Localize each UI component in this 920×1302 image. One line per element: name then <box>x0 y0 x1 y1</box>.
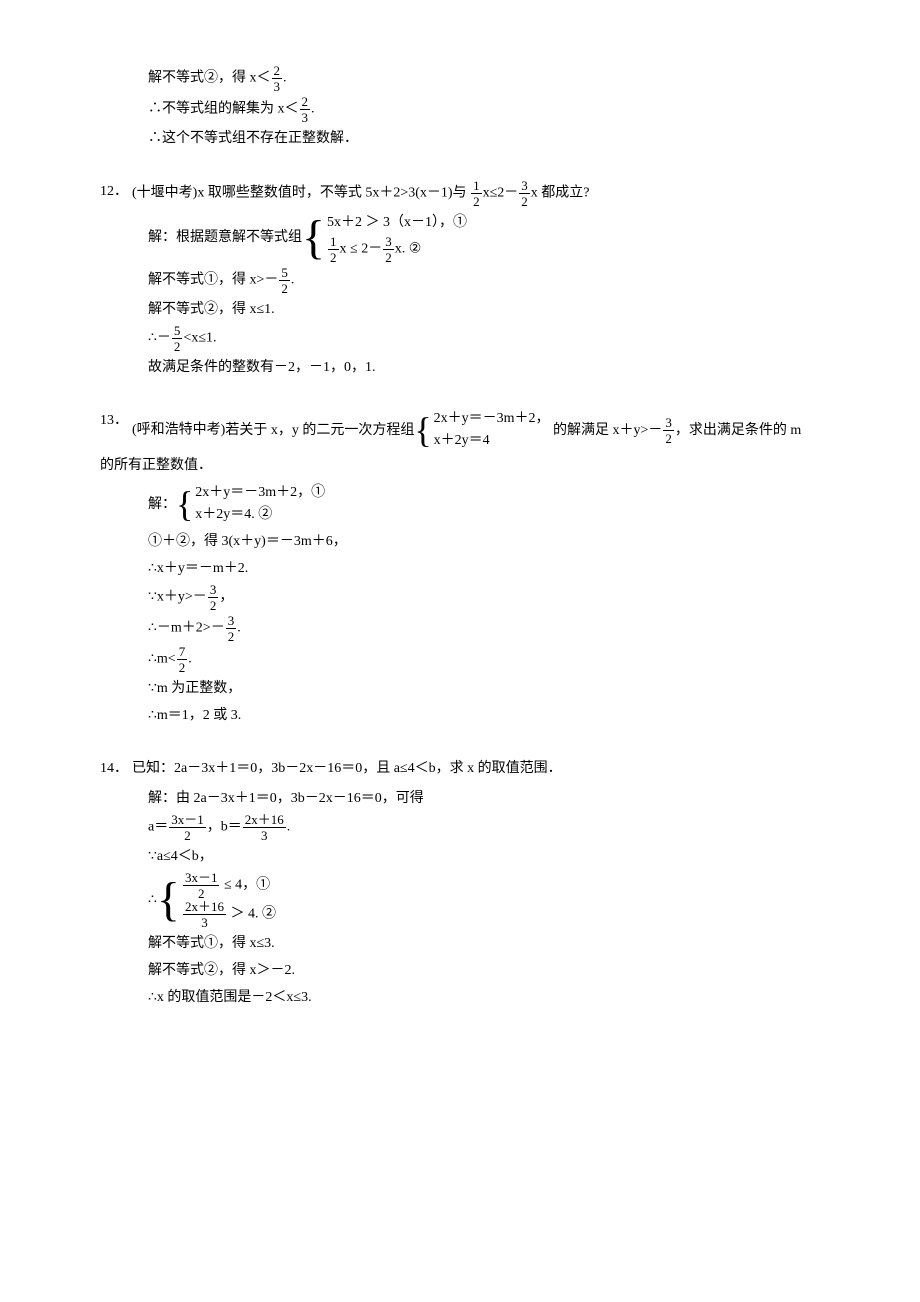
fraction: 2x＋163 <box>183 900 226 929</box>
solution-open: 解：根据题意解不等式组{ 5x＋2 ＞ 3（x－1），① 12x ≤ 2－32x… <box>148 212 820 263</box>
fraction: 2x＋163 <box>243 813 286 842</box>
solution-step: ∵m 为正整数， <box>148 676 820 701</box>
solution-step: ∵a≤4＜b， <box>148 844 820 869</box>
solution-step: ∴－m＋2>－32. <box>148 614 820 643</box>
fraction: 12 <box>328 235 339 264</box>
text: ∴不等式组的解集为 x＜ <box>148 102 299 117</box>
problem-number: 13． <box>100 408 132 433</box>
fraction: 32 <box>383 235 394 264</box>
fraction: 3x－12 <box>183 871 220 900</box>
source-tag: (十堰中考) <box>132 186 197 201</box>
fraction: 32 <box>208 583 219 612</box>
question-line2: 的所有正整数值． <box>100 453 820 478</box>
fraction: 23 <box>300 95 311 124</box>
source-tag: (呼和浩特中考) <box>132 423 225 438</box>
fraction: 32 <box>519 179 530 208</box>
intro-line1: 解不等式②，得 x＜23. <box>148 64 820 93</box>
fraction: 72 <box>177 645 188 674</box>
solution-step: ∴m＝1，2 或 3. <box>148 703 820 728</box>
fraction: 52 <box>279 266 290 295</box>
intro-line3: ∴这个不等式组不存在正整数解． <box>148 126 820 151</box>
solution-open: 解：{ 2x＋y＝－3m＋2，① x＋2y＝4. ② <box>148 482 820 527</box>
problem-14: 14． 已知：2a－3x＋1＝0，3b－2x－16＝0，且 a≤4＜b，求 x … <box>100 756 820 1010</box>
solution-step: ∴{ 3x－12 ≤ 4，① 2x＋163 ＞ 4. ② <box>148 871 820 929</box>
problem-question: 已知：2a－3x＋1＝0，3b－2x－16＝0，且 a≤4＜b，求 x 的取值范… <box>132 756 820 781</box>
solution-step: 解不等式②，得 x≤1. <box>148 297 820 322</box>
solution-step: 解不等式①，得 x≤3. <box>148 931 820 956</box>
problem-question: (十堰中考)x 取哪些整数值时，不等式 5x＋2>3(x－1)与 12x≤2－3… <box>132 179 820 208</box>
intro-line2: ∴不等式组的解集为 x＜23. <box>148 95 820 124</box>
equation-system: { 3x－12 ≤ 4，① 2x＋163 ＞ 4. ② <box>157 871 276 929</box>
problem-13: 13． (呼和浩特中考)若关于 x，y 的二元一次方程组{ 2x＋y＝－3m＋2… <box>100 408 820 729</box>
equation-system: { 2x＋y＝－3m＋2，① x＋2y＝4. ② <box>176 482 325 527</box>
fraction: 32 <box>226 614 237 643</box>
problem-question: (呼和浩特中考)若关于 x，y 的二元一次方程组{ 2x＋y＝－3m＋2， x＋… <box>132 408 820 453</box>
solution-step: ∴m<72. <box>148 645 820 674</box>
problem-12: 12． (十堰中考)x 取哪些整数值时，不等式 5x＋2>3(x－1)与 12x… <box>100 179 820 380</box>
fraction: 3x－12 <box>169 813 206 842</box>
fraction: 23 <box>272 64 283 93</box>
problem-number: 14． <box>100 756 132 781</box>
solution-step: 解：由 2a－3x＋1＝0，3b－2x－16＝0，可得 <box>148 786 820 811</box>
equation-system: { 5x＋2 ＞ 3（x－1），① 12x ≤ 2－32x. ② <box>302 212 467 263</box>
solution-step: ∵x＋y>－32， <box>148 583 820 612</box>
intro-solution: 解不等式②，得 x＜23. ∴不等式组的解集为 x＜23. ∴这个不等式组不存在… <box>100 64 820 151</box>
problem-number: 12． <box>100 179 132 204</box>
solution-step: 故满足条件的整数有－2，－1，0，1. <box>148 355 820 380</box>
fraction: 12 <box>471 179 482 208</box>
solution-step: 解不等式①，得 x>－52. <box>148 266 820 295</box>
solution-step: ∴x＋y＝－m＋2. <box>148 556 820 581</box>
text: 解不等式②，得 x＜ <box>148 71 271 86</box>
solution-step: a＝3x－12，b＝2x＋163. <box>148 813 820 842</box>
equation-system: { 2x＋y＝－3m＋2， x＋2y＝4 <box>414 408 549 453</box>
fraction: 52 <box>172 324 183 353</box>
solution-step: ∴－52<x≤1. <box>148 324 820 353</box>
solution-step: 解不等式②，得 x＞－2. <box>148 958 820 983</box>
fraction: 32 <box>663 416 674 445</box>
solution-step: ∴x 的取值范围是－2＜x≤3. <box>148 985 820 1010</box>
solution-step: ①＋②，得 3(x＋y)＝－3m＋6， <box>148 529 820 554</box>
